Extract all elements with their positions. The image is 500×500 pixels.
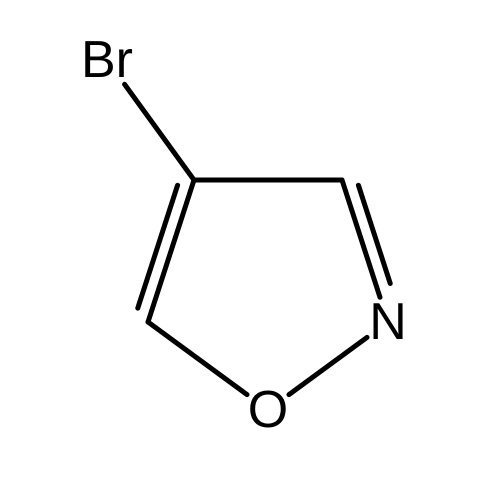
- bond-line: [358, 185, 390, 283]
- molecule-diagram: O N Br: [0, 0, 500, 500]
- bond-line: [289, 337, 367, 394]
- atom-label-o: O: [248, 381, 288, 439]
- atom-label-br: Br: [81, 31, 133, 89]
- bond-line: [125, 84, 194, 180]
- atom-label-n: N: [369, 293, 407, 351]
- bond-line: [148, 322, 247, 395]
- bonds-layer: [125, 84, 391, 394]
